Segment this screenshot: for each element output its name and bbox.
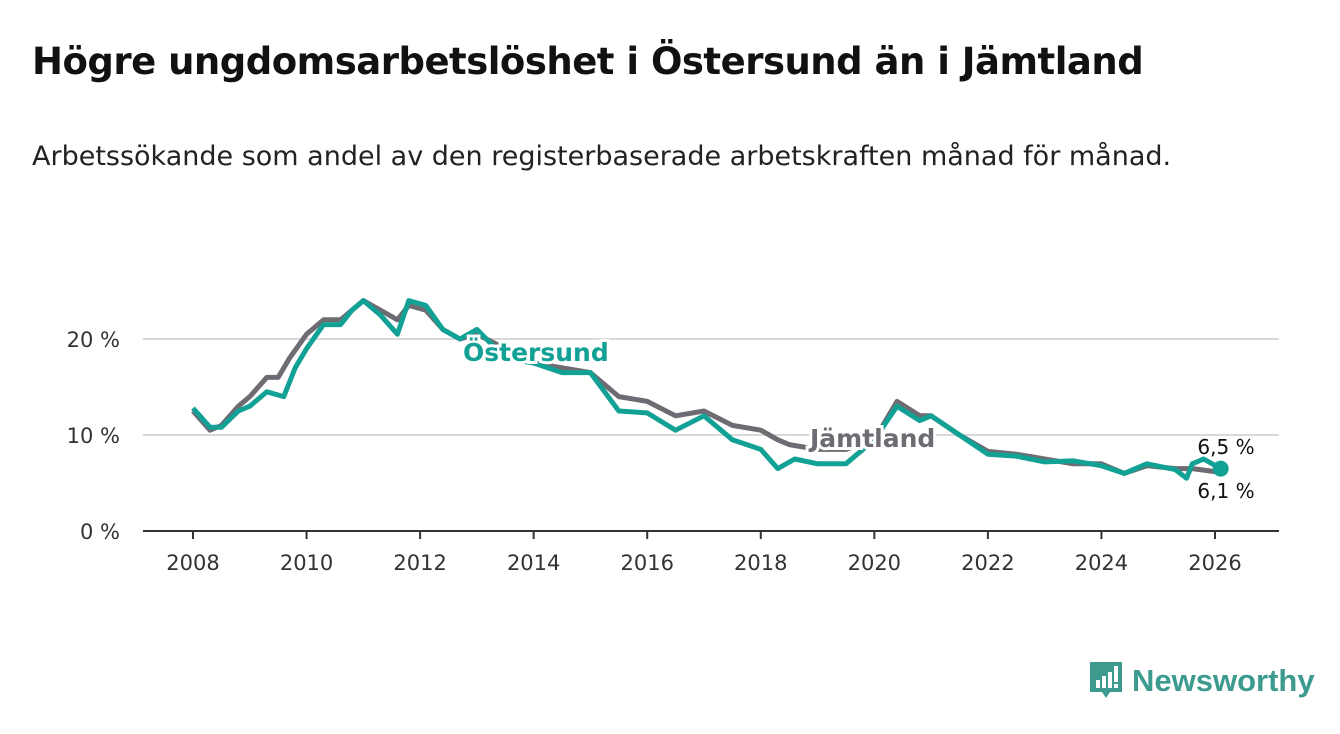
y-tick-label: 20 % xyxy=(67,328,120,352)
x-tick-label: 2010 xyxy=(280,551,333,575)
x-tick-label: 2016 xyxy=(620,551,673,575)
x-tick-label: 2026 xyxy=(1188,551,1241,575)
end-point-ostersund xyxy=(1212,460,1229,477)
y-tick-label: 10 % xyxy=(67,424,120,448)
series-line-jamtland xyxy=(191,298,1222,476)
x-tick-label: 2020 xyxy=(848,551,901,575)
end-label-ostersund: 6,5 % xyxy=(1197,435,1254,459)
x-tick-label: 2022 xyxy=(961,551,1014,575)
x-tick-label: 2014 xyxy=(507,551,560,575)
y-tick-label: 0 % xyxy=(80,520,120,544)
chart-title: Högre ungdomsarbetslöshet i Östersund än… xyxy=(32,40,1144,83)
series-label-jamtland: Jämtland xyxy=(808,424,935,453)
x-tick-label: 2008 xyxy=(166,551,219,575)
series-label-ostersund: Östersund xyxy=(463,337,609,367)
x-tick-label: 2024 xyxy=(1075,551,1128,575)
brand-name: Newsworthy xyxy=(1132,663,1315,698)
series-line-ostersund xyxy=(191,298,1222,481)
newsworthy-logo-icon xyxy=(1090,662,1122,698)
x-tick-label: 2012 xyxy=(393,551,446,575)
chart-subtitle: Arbetssökande som andel av den registerb… xyxy=(32,141,1172,172)
newsworthy-logo: Newsworthy xyxy=(1088,660,1315,702)
end-label-jamtland: 6,1 % xyxy=(1197,479,1254,503)
x-tick-label: 2018 xyxy=(734,551,787,575)
